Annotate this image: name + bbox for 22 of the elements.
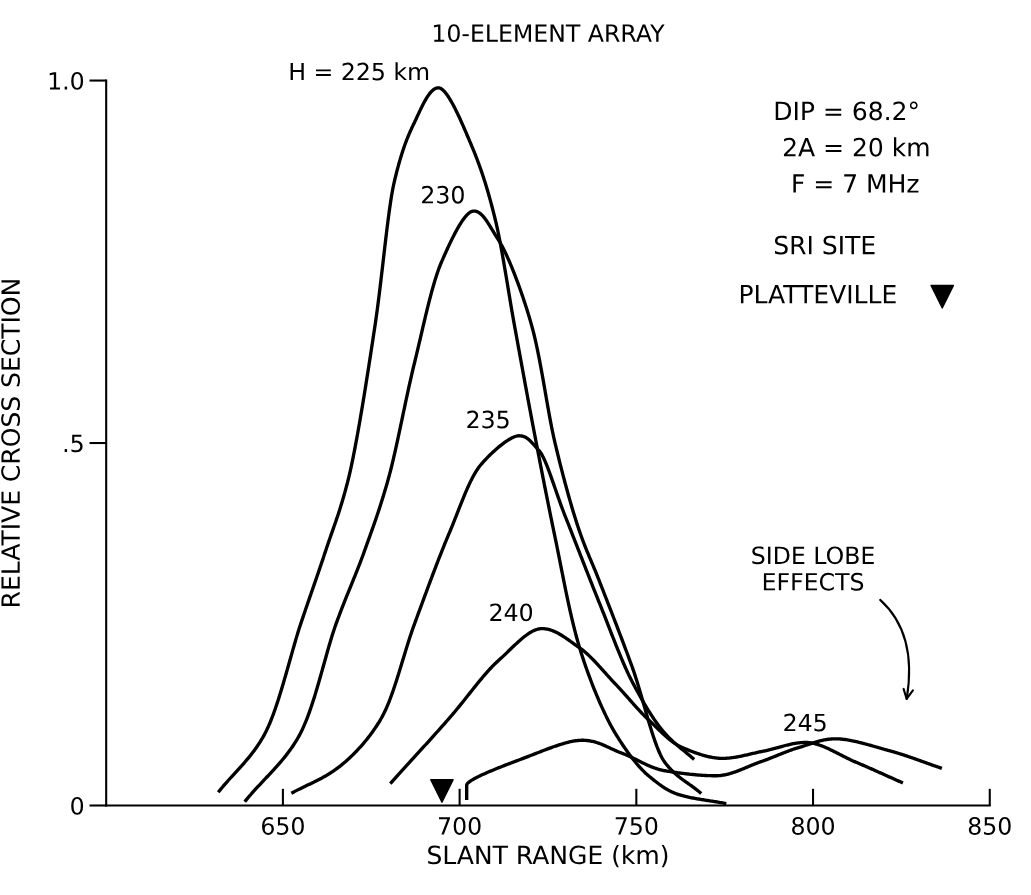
y-tick-label: .5 (64, 434, 83, 453)
y-tick-label: 1.0 (49, 72, 84, 90)
series-label: H = 225 km (290, 62, 429, 81)
annotation: SRI SITE (774, 235, 875, 255)
legend-label: PLATTEVILLE (740, 285, 896, 304)
annotation: 2A = 20 km (783, 137, 929, 157)
x-tick-label: 700 (439, 817, 481, 835)
x-tick-label: 750 (615, 817, 658, 835)
series-label: 235 (467, 410, 509, 429)
x-tick-label: 800 (792, 817, 835, 835)
x-tick-label: 650 (262, 817, 304, 835)
y-axis-title: RELATIVE CROSS SECTION (1, 280, 21, 606)
series-label: 240 (490, 603, 533, 622)
chart-title: 10-ELEMENT ARRAY (433, 24, 665, 42)
annotation: F = 7 MHz (793, 174, 919, 193)
annotation: SIDE LOBE EFFECTS (752, 546, 874, 591)
series-label: 245 (784, 713, 826, 732)
y-tick-label: 0 (71, 796, 84, 815)
x-tick-label: 850 (968, 817, 1011, 835)
series-label: 230 (422, 185, 464, 204)
x-axis-title: SLANT RANGE (km) (428, 845, 668, 868)
annotation: DIP = 68.2° (775, 101, 918, 121)
